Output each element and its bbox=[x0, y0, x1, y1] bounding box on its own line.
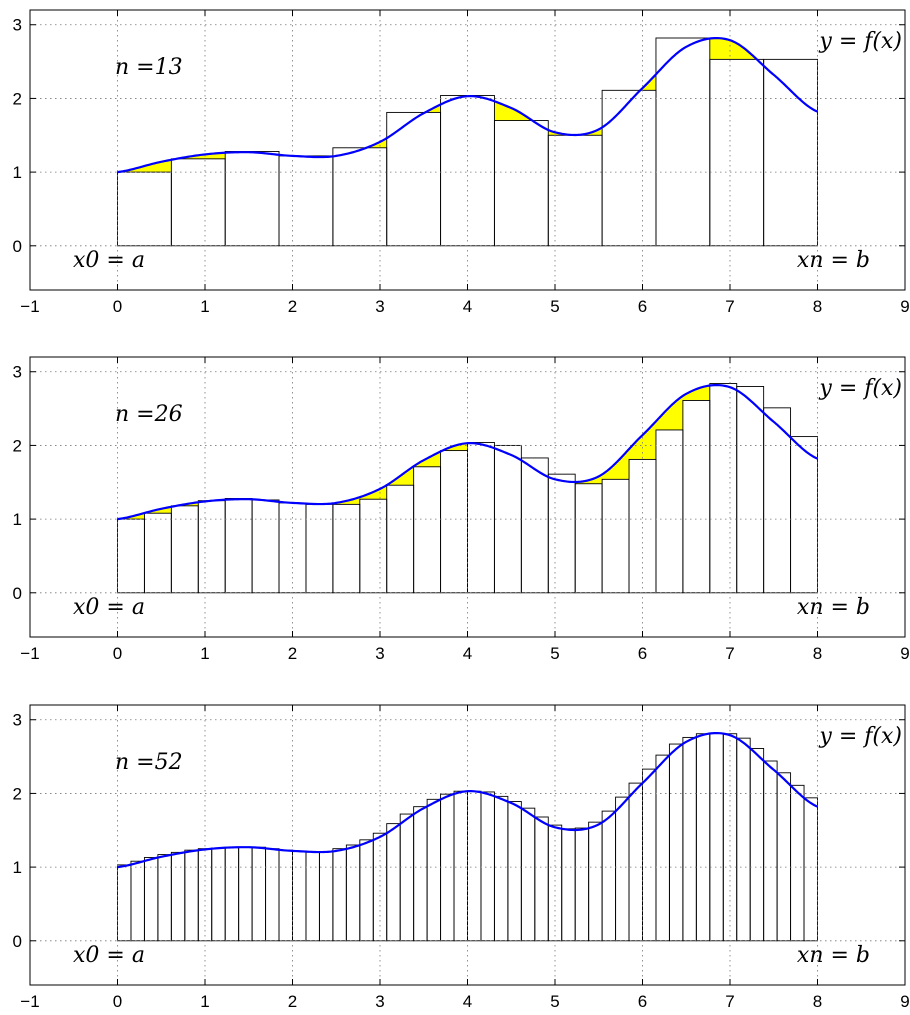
x-tick-label: 4 bbox=[463, 992, 472, 1011]
left-endpoint-label: x0 = a bbox=[73, 943, 145, 968]
x-tick-label: 5 bbox=[550, 297, 559, 316]
x-tick-label: 7 bbox=[725, 992, 734, 1011]
x-tick-label: 8 bbox=[813, 992, 822, 1011]
x-tick-label: 0 bbox=[113, 992, 122, 1011]
x-tick-label: 6 bbox=[638, 297, 647, 316]
x-tick-label: 0 bbox=[113, 644, 122, 663]
x-tick-label: −1 bbox=[20, 297, 39, 316]
chart-panel-1: −1 0 1 2 3 4 5 6 7 8 9 0 1 2 3 n =13 y = f(x) x0 = a xn = … bbox=[13, 9, 910, 316]
y-tick-label: 2 bbox=[13, 784, 22, 803]
x-tick-label: 8 bbox=[813, 297, 822, 316]
y-tick-label: 0 bbox=[13, 237, 22, 256]
y-tick-label: 0 bbox=[13, 584, 22, 603]
x-tick-label: 7 bbox=[725, 644, 734, 663]
excess-area-21 bbox=[655, 395, 683, 430]
x-tick-label: 3 bbox=[375, 644, 384, 663]
x-tick-label: 9 bbox=[900, 992, 909, 1011]
curve-label: y = f(x) bbox=[818, 376, 902, 401]
y-tick-label: 3 bbox=[13, 363, 22, 382]
excess-area-1 bbox=[117, 513, 145, 520]
function-curve bbox=[117, 36, 818, 174]
excess-area-6 bbox=[386, 104, 441, 113]
curve-label: y = f(x) bbox=[818, 724, 902, 749]
x-tick-label: −1 bbox=[20, 992, 39, 1011]
x-tick-label: 3 bbox=[375, 992, 384, 1011]
right-endpoint-label: xn = b bbox=[797, 595, 870, 620]
y-tick-label: 0 bbox=[13, 932, 22, 951]
excess-area-3 bbox=[171, 502, 199, 506]
y-tick-label: 3 bbox=[13, 16, 22, 35]
x-tick-label: 1 bbox=[200, 644, 209, 663]
left-endpoint-label: x0 = a bbox=[73, 248, 145, 273]
y-tick-label: 1 bbox=[13, 858, 22, 877]
x-tick-label: 0 bbox=[113, 297, 122, 316]
x-tick-label: 2 bbox=[288, 644, 297, 663]
x-tick-label: 9 bbox=[900, 297, 909, 316]
bar-26 bbox=[790, 436, 818, 594]
x-tick-label: 6 bbox=[638, 992, 647, 1011]
chart-panel-3: −1 0 1 2 3 4 5 6 7 8 9 0 1 2 3 n =52 y = f(x) x0 = a xn = … bbox=[13, 704, 910, 1011]
x-tick-label: 8 bbox=[813, 644, 822, 663]
x-tick-label: 1 bbox=[200, 297, 209, 316]
excess-area-20 bbox=[629, 421, 656, 460]
x-tick-label: 2 bbox=[288, 992, 297, 1011]
x-tick-label: 9 bbox=[900, 644, 909, 663]
n-label: n =52 bbox=[115, 750, 183, 775]
y-tick-label: 3 bbox=[13, 711, 22, 730]
x-tick-label: 6 bbox=[638, 644, 647, 663]
excess-area-18 bbox=[575, 474, 603, 484]
excess-area-22 bbox=[682, 385, 710, 401]
x-tick-label: 2 bbox=[288, 297, 297, 316]
y-tick-label: 2 bbox=[13, 89, 22, 108]
chart-panel-2: −1 0 1 2 3 4 5 6 7 8 9 0 1 2 3 n =26 y = f(x) x0 = a xn = … bbox=[13, 356, 910, 663]
function-curve bbox=[117, 383, 818, 521]
x-tick-label: 4 bbox=[463, 644, 472, 663]
y-tick-label: 1 bbox=[13, 163, 22, 182]
n-label: n =13 bbox=[115, 55, 183, 80]
y-tick-label: 2 bbox=[13, 436, 22, 455]
x-tick-label: 3 bbox=[375, 297, 384, 316]
excess-area-10 bbox=[602, 74, 656, 91]
x-tick-label: 7 bbox=[725, 297, 734, 316]
x-tick-label: 5 bbox=[550, 644, 559, 663]
curve-label: y = f(x) bbox=[818, 29, 902, 54]
function-curve bbox=[117, 731, 818, 869]
x-tick-label: −1 bbox=[20, 644, 39, 663]
left-endpoint-label: x0 = a bbox=[73, 595, 145, 620]
n-label: n =26 bbox=[115, 402, 183, 427]
y-tick-label: 1 bbox=[13, 510, 22, 529]
excess-area-8 bbox=[494, 101, 549, 121]
right-endpoint-label: xn = b bbox=[797, 943, 870, 968]
x-tick-label: 5 bbox=[550, 992, 559, 1011]
x-tick-label: 1 bbox=[200, 992, 209, 1011]
right-endpoint-label: xn = b bbox=[797, 248, 870, 273]
x-tick-label: 4 bbox=[463, 297, 472, 316]
